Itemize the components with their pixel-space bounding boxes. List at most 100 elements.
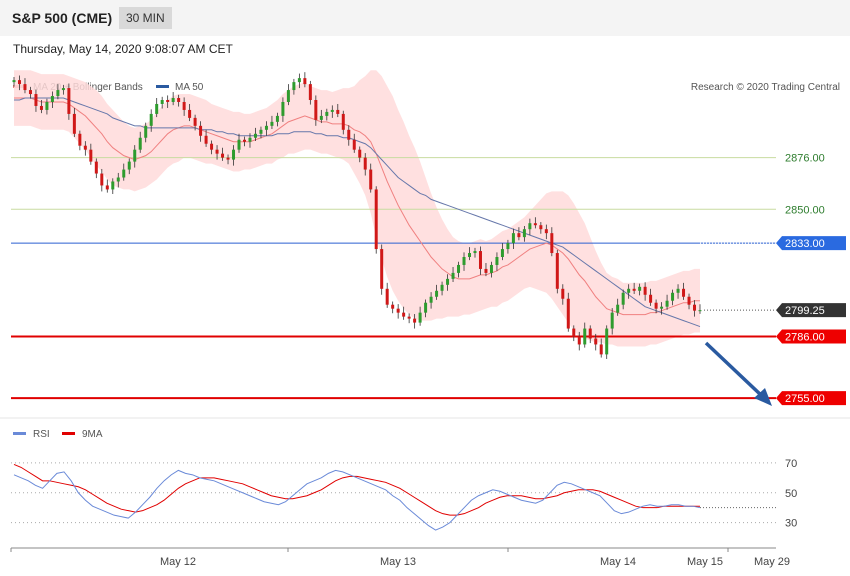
candle-body (34, 94, 38, 106)
candle-body (171, 98, 175, 102)
legend-rsi-ma-label: 9MA (82, 429, 103, 440)
candle-body (649, 294, 653, 303)
candle-body (517, 233, 521, 238)
candle-body (144, 125, 148, 138)
candle-body (566, 298, 570, 329)
bollinger-band (14, 70, 700, 347)
candle-body (242, 139, 246, 142)
forecast-arrow (704, 341, 772, 406)
candle-body (457, 264, 461, 273)
timestamp: Thursday, May 14, 2020 9:08:07 AM CET (13, 42, 233, 56)
level-label-3: 2799.25 (785, 305, 825, 317)
copyright: Research © 2020 Trading Central (691, 82, 840, 93)
candle-body (39, 105, 43, 110)
ma50-line (14, 97, 701, 328)
candle-body (314, 100, 318, 120)
candle-body (396, 308, 400, 313)
candle-body (588, 328, 592, 339)
timeframe-button[interactable]: 30 MIN (119, 7, 172, 29)
candle-body (533, 223, 537, 226)
candle-body (544, 229, 548, 234)
candle-body (259, 129, 263, 134)
candle-body (193, 117, 197, 126)
candle-body (489, 264, 493, 273)
candle-body (363, 157, 367, 170)
candle-body (358, 149, 362, 158)
candle-body (511, 233, 515, 244)
candle-body (67, 88, 71, 114)
candle-body (127, 161, 131, 170)
legend-ma50-swatch (156, 85, 169, 88)
candle-body (122, 169, 126, 178)
rsi-tick-label-30: 30 (785, 518, 797, 530)
candle-body (12, 80, 16, 83)
candle-body (660, 306, 664, 309)
candle-body (105, 185, 109, 190)
candle-body (133, 149, 137, 162)
candle-body (577, 336, 581, 345)
candle-body (325, 111, 329, 116)
candle-body (270, 121, 274, 126)
candle-body (111, 181, 115, 190)
candle-body (248, 137, 252, 142)
candle-body (226, 157, 230, 160)
candle-body (336, 109, 340, 114)
candle-body (369, 169, 373, 190)
candle-body (237, 139, 241, 150)
candle-body (83, 145, 87, 150)
candle-body (632, 288, 636, 291)
candle-body (484, 268, 488, 273)
candle-body (56, 90, 60, 97)
legend-rsi-label: RSI (33, 429, 50, 440)
candle-body (616, 304, 620, 313)
legend-rsi-swatch (13, 432, 26, 435)
candle-body (303, 78, 307, 85)
candle-body (166, 100, 170, 102)
level-tag-2 (776, 236, 846, 251)
rsi-tick-label-50: 50 (785, 488, 797, 500)
candle-body (550, 233, 554, 254)
candle-body (693, 304, 697, 311)
rsi-ma-line (13, 463, 700, 516)
candle-body (407, 316, 411, 319)
candle-body (583, 328, 587, 345)
candle-body (413, 318, 417, 323)
level-label-1: 2850.00 (785, 204, 825, 216)
candle-body (435, 290, 439, 297)
candle-body (78, 133, 82, 146)
level-tag-5 (776, 391, 846, 406)
candle-body (424, 302, 428, 313)
candle-body (281, 101, 285, 116)
level-label-4: 2786.00 (785, 332, 825, 344)
candle-body (160, 100, 164, 104)
candle-body (478, 251, 482, 269)
candle-body (391, 304, 395, 309)
candle-body (561, 288, 565, 299)
rsi-tick-label-70: 70 (785, 458, 797, 470)
candle-body (182, 101, 186, 110)
candle-body (594, 338, 598, 345)
candle-body (330, 109, 334, 112)
candle-body (94, 161, 98, 174)
candle-body (352, 139, 356, 150)
x-tick-label-2: May 14 (600, 556, 636, 568)
candle-body (610, 312, 614, 329)
candle-body (605, 328, 609, 355)
candle-body (462, 257, 466, 265)
candle-body (638, 286, 642, 291)
candle-body (61, 88, 65, 91)
ma20-line (14, 97, 700, 316)
candle-body (89, 149, 93, 162)
candle-body (215, 149, 219, 154)
candle-body (682, 288, 686, 297)
level-tag-4 (776, 329, 846, 344)
candle-body (188, 109, 192, 118)
candle-body (671, 292, 675, 301)
candle-body (17, 80, 21, 85)
legend-ma50-label: MA 50 (175, 82, 204, 93)
candle-body (380, 249, 384, 289)
candle-body (116, 177, 120, 182)
level-label-5: 2755.00 (785, 393, 825, 405)
candle-body (555, 253, 559, 289)
x-tick-label-1: May 13 (380, 556, 416, 568)
